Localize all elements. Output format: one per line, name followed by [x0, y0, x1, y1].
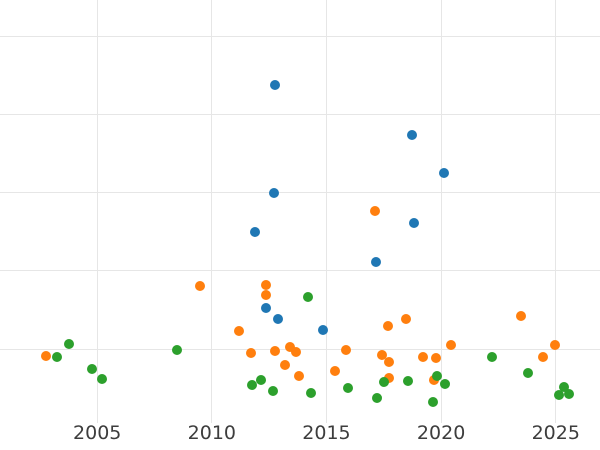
- data-point-blue: [318, 325, 329, 336]
- data-point-green: [171, 344, 182, 355]
- data-point-green: [64, 339, 75, 350]
- vertical-gridline: [325, 0, 327, 423]
- data-point-orange: [400, 314, 411, 325]
- x-axis-tick-label: 2015: [302, 422, 351, 444]
- data-point-green: [486, 351, 497, 362]
- data-point-orange: [515, 311, 526, 322]
- data-point-blue: [406, 130, 417, 141]
- data-point-orange: [284, 341, 295, 352]
- horizontal-gridline: [0, 270, 600, 272]
- vertical-gridline: [96, 0, 98, 423]
- data-point-blue: [439, 167, 450, 178]
- x-axis-tick-label: 2005: [73, 422, 122, 444]
- x-axis-tick-label: 2025: [531, 422, 580, 444]
- data-point-orange: [376, 350, 387, 361]
- data-point-orange: [549, 340, 560, 351]
- data-point-green: [86, 364, 97, 375]
- data-point-orange: [384, 373, 395, 383]
- data-point-orange: [538, 351, 549, 362]
- x-axis-tick-label: 2010: [187, 422, 237, 444]
- data-point-green: [428, 397, 439, 408]
- data-point-orange: [383, 320, 394, 331]
- data-point-orange: [293, 370, 304, 381]
- data-point-green: [256, 375, 267, 386]
- vertical-gridline: [211, 0, 213, 423]
- data-point-green: [371, 393, 382, 404]
- data-point-green: [343, 383, 354, 394]
- data-point-orange: [383, 356, 394, 367]
- data-point-orange: [430, 353, 441, 364]
- data-point-green: [379, 376, 390, 387]
- horizontal-gridline: [0, 192, 600, 194]
- data-point-orange: [369, 205, 380, 216]
- data-point-green: [523, 367, 534, 378]
- data-point-green: [553, 390, 564, 401]
- data-point-green: [432, 371, 443, 382]
- data-point-blue: [409, 218, 420, 229]
- data-point-green: [268, 385, 279, 396]
- data-point-green: [402, 376, 413, 387]
- data-point-blue: [249, 227, 260, 238]
- data-point-green: [51, 351, 62, 362]
- data-point-orange: [279, 360, 290, 371]
- horizontal-gridline: [0, 113, 600, 115]
- data-point-blue: [260, 302, 271, 313]
- horizontal-gridline: [0, 35, 600, 37]
- data-point-green: [564, 388, 575, 399]
- data-point-orange: [270, 346, 281, 357]
- data-point-blue: [272, 313, 283, 324]
- data-point-green: [246, 380, 257, 391]
- data-point-blue: [371, 257, 381, 268]
- data-point-orange: [233, 326, 244, 337]
- data-point-blue: [268, 187, 279, 198]
- data-point-green: [305, 387, 316, 398]
- data-point-orange: [260, 279, 271, 290]
- data-point-green: [302, 292, 313, 303]
- data-point-green: [96, 373, 107, 384]
- data-point-orange: [445, 340, 456, 351]
- data-point-orange: [290, 347, 301, 358]
- vertical-gridline: [440, 0, 442, 423]
- data-point-green: [440, 379, 450, 390]
- vertical-gridline: [555, 0, 557, 423]
- data-point-orange: [41, 351, 52, 362]
- data-point-orange: [260, 290, 271, 301]
- data-point-orange: [246, 347, 257, 358]
- data-point-green: [559, 382, 570, 393]
- data-point-orange: [329, 365, 340, 376]
- data-point-orange: [194, 280, 205, 291]
- data-point-orange: [341, 344, 352, 355]
- data-point-blue: [269, 79, 280, 90]
- x-axis-tick-label: 2020: [416, 422, 466, 444]
- data-point-orange: [417, 351, 428, 362]
